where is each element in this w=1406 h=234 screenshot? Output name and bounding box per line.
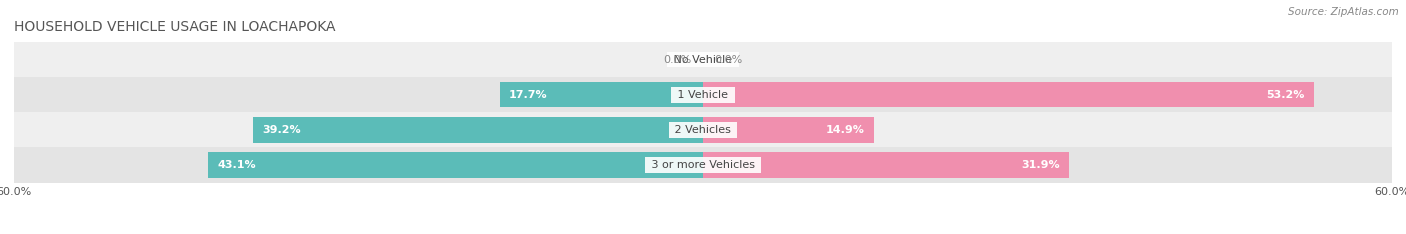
Text: 31.9%: 31.9% (1022, 160, 1060, 170)
Bar (14, 147, 1392, 183)
Bar (253, 117, 703, 143)
Bar (703, 82, 1313, 107)
Legend: Owner-occupied, Renter-occupied: Owner-occupied, Renter-occupied (574, 231, 832, 234)
Text: 0.0%: 0.0% (664, 55, 692, 65)
Bar (208, 152, 703, 178)
Bar (14, 112, 1392, 147)
Text: Source: ZipAtlas.com: Source: ZipAtlas.com (1288, 7, 1399, 17)
Text: 2 Vehicles: 2 Vehicles (671, 125, 735, 135)
Bar (499, 82, 703, 107)
Text: 1 Vehicle: 1 Vehicle (675, 90, 731, 100)
Text: 39.2%: 39.2% (262, 125, 301, 135)
Bar (14, 77, 1392, 112)
Text: 43.1%: 43.1% (218, 160, 256, 170)
Bar (703, 152, 1070, 178)
Text: 3 or more Vehicles: 3 or more Vehicles (648, 160, 758, 170)
Bar (703, 117, 875, 143)
Text: 17.7%: 17.7% (509, 90, 547, 100)
Text: 14.9%: 14.9% (827, 125, 865, 135)
Text: HOUSEHOLD VEHICLE USAGE IN LOACHAPOKA: HOUSEHOLD VEHICLE USAGE IN LOACHAPOKA (14, 20, 336, 34)
Text: 53.2%: 53.2% (1267, 90, 1305, 100)
Text: No Vehicle: No Vehicle (671, 55, 735, 65)
Text: 0.0%: 0.0% (714, 55, 742, 65)
Bar (14, 42, 1392, 77)
